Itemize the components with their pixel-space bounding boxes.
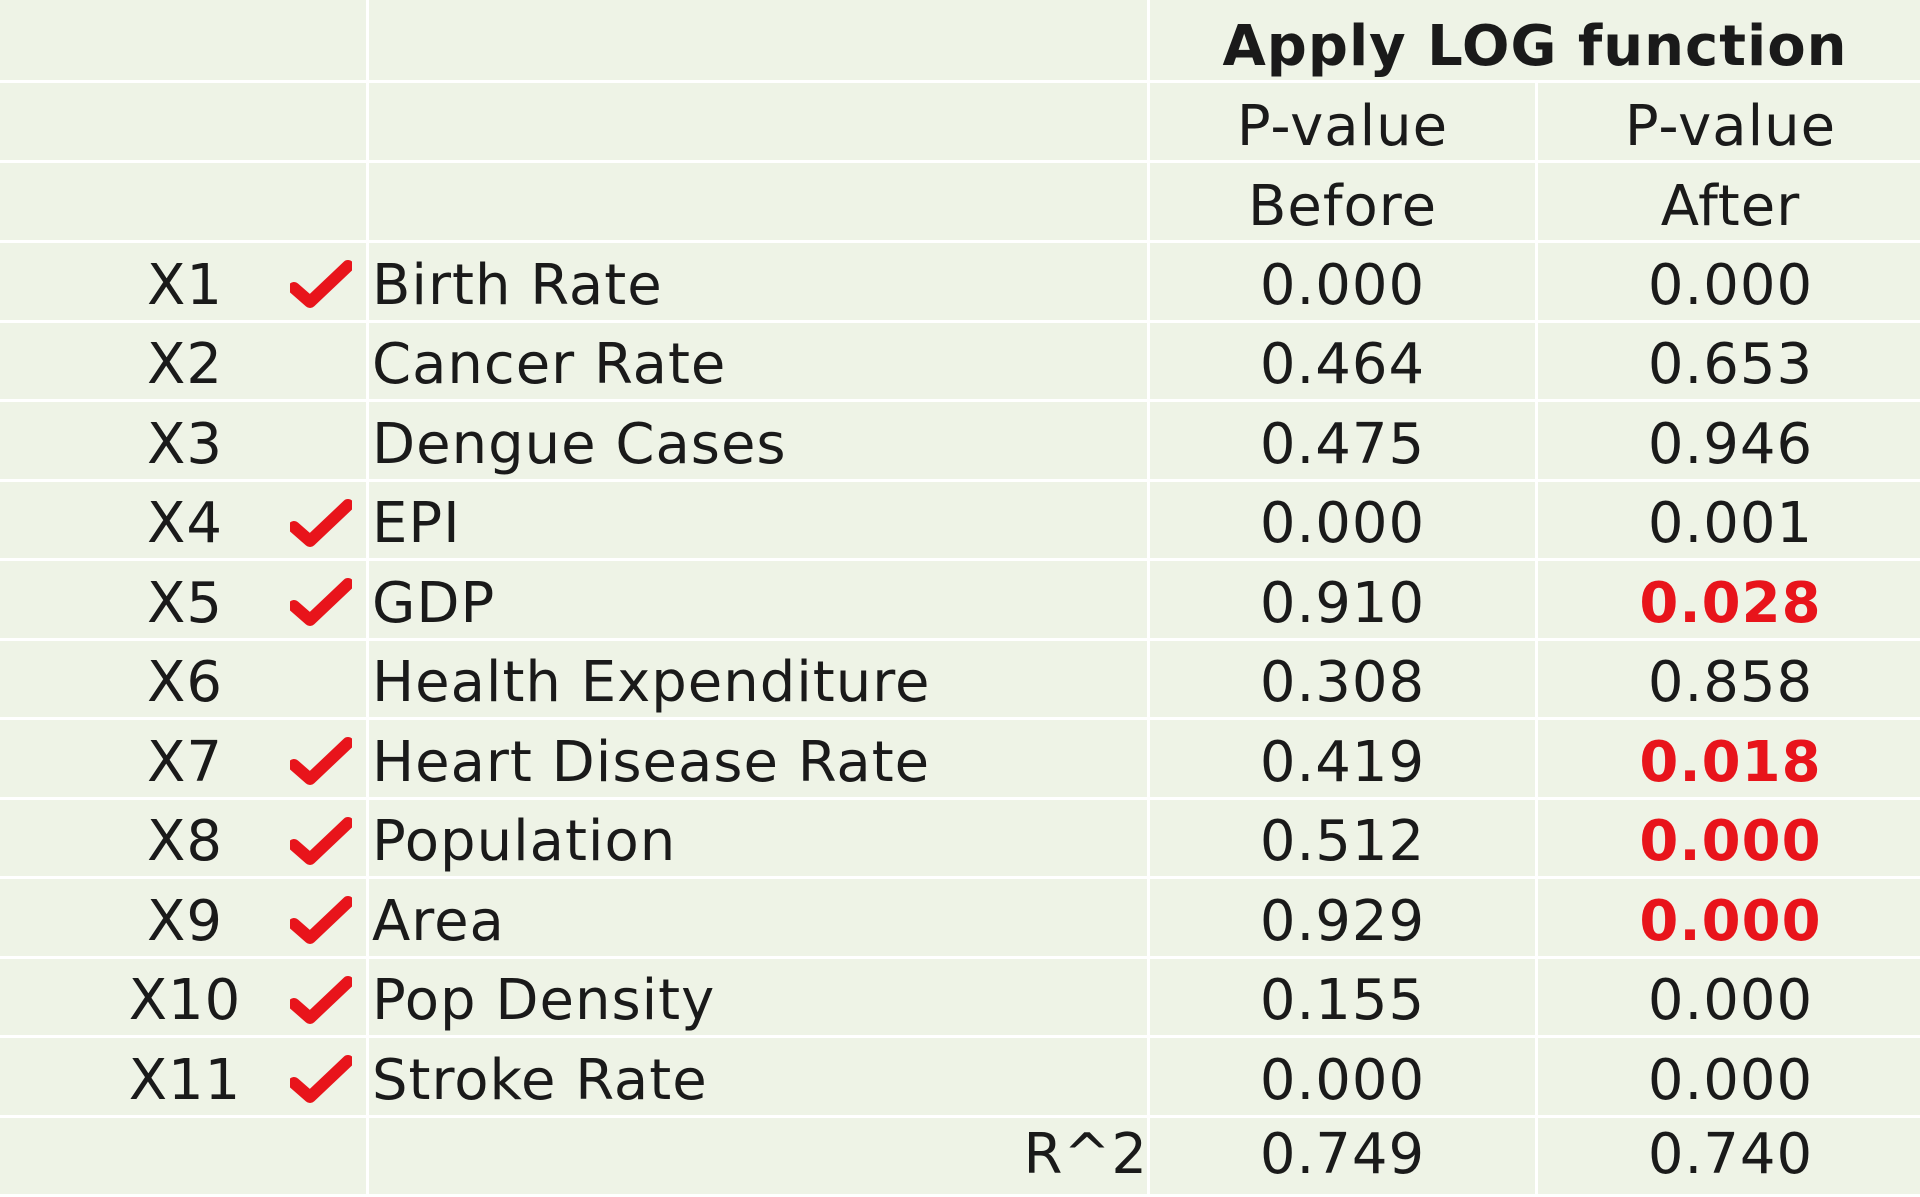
r-squared-after: 0.740 [1647, 1121, 1814, 1187]
p-value-after: 0.000 [1639, 888, 1822, 954]
r-squared-label: R^2 [1023, 1121, 1148, 1187]
p-value-before: 0.000 [1259, 252, 1426, 318]
row-id: X5 [147, 570, 223, 636]
p-value-before: 0.000 [1259, 491, 1426, 556]
row-divider [0, 160, 1920, 163]
row-divider [0, 956, 1920, 959]
check-mark-icon [286, 961, 356, 1041]
variable-name: EPI [372, 491, 461, 556]
row-divider [0, 638, 1920, 641]
row-divider [0, 1035, 1920, 1038]
p-value-before: 0.000 [1259, 1047, 1426, 1113]
p-value-after: 0.028 [1639, 570, 1822, 636]
check-mark-icon [286, 1040, 356, 1120]
row-divider [0, 1115, 1920, 1118]
row-divider [0, 558, 1920, 561]
p-value-before: 0.308 [1259, 650, 1426, 715]
col-header-after-line1: P-value [1624, 93, 1837, 159]
col-header-before-line1: P-value [1236, 93, 1449, 159]
p-value-after: 0.653 [1647, 332, 1814, 397]
row-divider [0, 479, 1920, 482]
row-id: X1 [147, 252, 223, 318]
variable-name: Birth Rate [372, 252, 663, 318]
column-divider [1535, 80, 1538, 1195]
check-mark-icon [286, 881, 356, 961]
variable-name: Stroke Rate [372, 1047, 708, 1113]
row-id: X3 [147, 411, 223, 477]
p-value-before: 0.512 [1259, 809, 1426, 874]
check-mark-icon [286, 484, 356, 564]
p-value-after: 0.946 [1647, 411, 1814, 477]
p-value-after: 0.000 [1639, 809, 1822, 874]
variable-name: Cancer Rate [372, 332, 727, 397]
variable-name: Heart Disease Rate [372, 729, 931, 795]
row-id: X9 [147, 888, 223, 954]
row-divider [0, 876, 1920, 879]
row-id: X4 [147, 491, 223, 556]
p-value-before: 0.419 [1259, 729, 1426, 795]
p-value-after: 0.000 [1647, 968, 1814, 1033]
r-squared-before: 0.749 [1259, 1121, 1426, 1187]
row-id: X2 [147, 332, 223, 397]
table-title: Apply LOG function [1222, 13, 1848, 79]
check-mark-icon [286, 802, 356, 882]
variable-name: GDP [372, 570, 496, 636]
p-value-after: 0.018 [1639, 729, 1822, 795]
p-value-before: 0.910 [1259, 570, 1426, 636]
row-divider [0, 717, 1920, 720]
col-header-before-line2: Before [1247, 173, 1438, 239]
check-mark-icon [286, 563, 356, 643]
p-value-before: 0.464 [1259, 332, 1426, 397]
p-value-before: 0.929 [1259, 888, 1426, 954]
row-id: X10 [128, 968, 242, 1033]
column-divider [366, 0, 369, 1195]
row-divider [0, 320, 1920, 323]
variable-name: Health Expenditure [372, 650, 931, 715]
variable-name: Area [372, 888, 505, 954]
p-value-after: 0.000 [1647, 252, 1814, 318]
variable-name: Pop Density [372, 968, 716, 1033]
p-value-after: 0.001 [1647, 491, 1814, 556]
row-id: X7 [147, 729, 223, 795]
check-mark-icon [286, 722, 356, 802]
p-value-after: 0.858 [1647, 650, 1814, 715]
row-divider [0, 797, 1920, 800]
column-divider [1147, 0, 1150, 1195]
row-divider [0, 399, 1920, 402]
row-divider [0, 240, 1920, 243]
row-id: X11 [128, 1047, 242, 1113]
p-value-before: 0.155 [1259, 968, 1426, 1033]
variable-name: Population [372, 809, 677, 874]
check-mark-icon [286, 245, 356, 325]
p-value-before: 0.475 [1259, 411, 1426, 477]
row-id: X8 [147, 809, 223, 874]
variable-name: Dengue Cases [372, 411, 787, 477]
row-divider [0, 80, 1920, 83]
p-value-after: 0.000 [1647, 1047, 1814, 1113]
row-id: X6 [147, 650, 223, 715]
col-header-after-line2: After [1660, 173, 1801, 239]
